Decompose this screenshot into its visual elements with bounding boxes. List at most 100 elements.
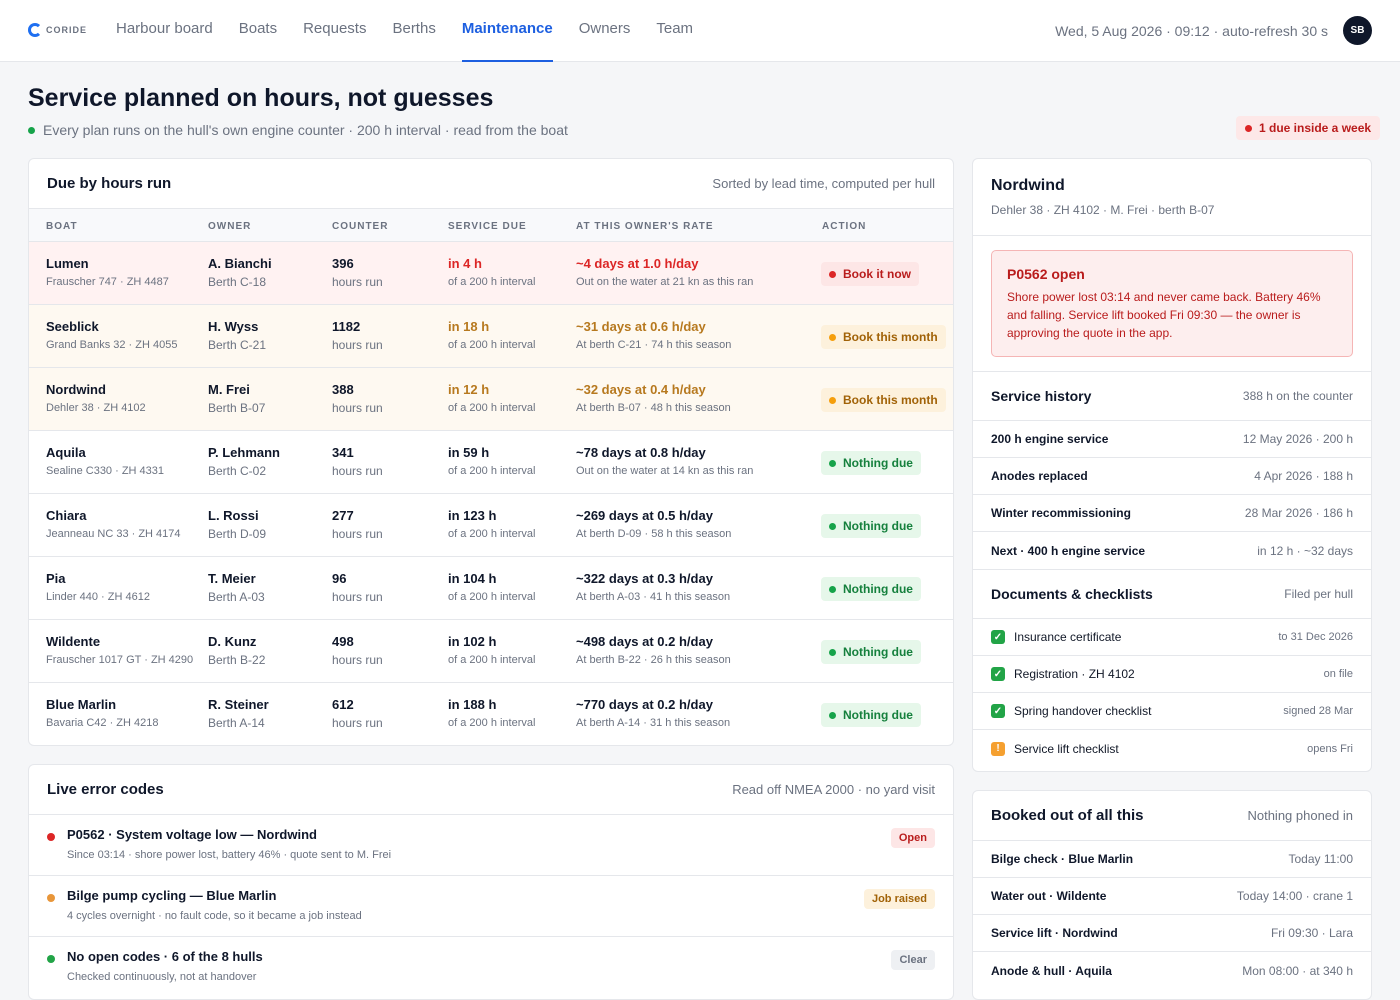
checkmark-icon: ✓ bbox=[991, 704, 1005, 718]
boat-model: Grand Banks 32 · ZH 4055 bbox=[46, 339, 178, 351]
history-value: in 12 h · ~32 days bbox=[1257, 543, 1353, 558]
action-label: Nothing due bbox=[843, 582, 913, 596]
table-row[interactable]: Chiara Jeanneau NC 33 · ZH 4174 L. Rossi Be… bbox=[29, 494, 953, 557]
error-codes-list: P0562 · System voltage low — Nordwind Sin… bbox=[29, 815, 953, 998]
owner-name-cell: M. Frei Berth B-07 bbox=[208, 382, 265, 416]
error-row[interactable]: No open codes · 6 of the 8 hulls Checked … bbox=[29, 937, 953, 998]
action-button[interactable]: Book it now bbox=[821, 262, 919, 286]
nav-boats[interactable]: Boats bbox=[238, 20, 278, 37]
action-button[interactable]: Nothing due bbox=[821, 514, 921, 538]
owner-rate-cell: ~498 days at 0.2 h/day At berth B-22 · 26… bbox=[576, 634, 731, 668]
due-table-header: Due by hours run Sorted by lead time, co… bbox=[29, 159, 953, 209]
booked-item[interactable]: Bilge check · Blue Marlin Today 11:00 bbox=[973, 841, 1371, 878]
error-row[interactable]: Bilge pump cycling — Blue Marlin 4 cycles… bbox=[29, 876, 953, 937]
nav-berths[interactable]: Berths bbox=[392, 20, 436, 37]
nav-maintenance[interactable]: Maintenance bbox=[461, 0, 553, 62]
action-button[interactable]: Nothing due bbox=[821, 640, 921, 664]
table-row[interactable]: Seeblick Grand Banks 32 · ZH 4055 H. Wyss B… bbox=[29, 305, 953, 368]
warning-icon: ! bbox=[991, 741, 1005, 756]
service-interval: of a 200 h interval bbox=[448, 402, 536, 414]
error-row[interactable]: P0562 · System voltage low — Nordwind Sin… bbox=[29, 815, 953, 876]
error-status-tag[interactable]: Job raised bbox=[863, 889, 935, 909]
boat-name-cell: Nordwind Dehler 38 · ZH 4102 bbox=[46, 382, 146, 416]
booked-item[interactable]: Anode & hull · Aquila Mon 08:00 · at 340 … bbox=[973, 952, 1371, 989]
document-item[interactable]: ✓ Spring handover checklist signed 28 Mar bbox=[973, 693, 1371, 730]
document-label: Registration · ZH 4102 bbox=[1014, 667, 1135, 681]
owner-rate-cell: ~770 days at 0.2 h/day At berth A-14 · 31… bbox=[576, 697, 730, 731]
action-button[interactable]: Nothing due bbox=[821, 703, 921, 727]
nav-team[interactable]: Team bbox=[656, 20, 694, 37]
document-status: on file bbox=[1323, 668, 1353, 680]
rate-note: Out on the water at 14 kn as this ran bbox=[576, 465, 754, 477]
boat-model: Jeanneau NC 33 · ZH 4174 bbox=[46, 528, 181, 540]
boat-name-cell: Seeblick Grand Banks 32 · ZH 4055 bbox=[46, 319, 177, 353]
owner-rate-cell: ~31 days at 0.6 h/day At berth C-21 · 74 … bbox=[576, 319, 731, 353]
col-service-due[interactable]: SERVICE DUE bbox=[448, 221, 527, 232]
service-due: in 123 h bbox=[448, 508, 497, 523]
nav-requests[interactable]: Requests bbox=[303, 20, 367, 37]
owner-name-cell: L. Rossi Berth D-09 bbox=[208, 508, 266, 542]
error-codes-meta: Read off NMEA 2000 · no yard visit bbox=[732, 782, 935, 797]
document-item[interactable]: ✓ Insurance certificate to 31 Dec 2026 bbox=[973, 619, 1371, 656]
history-item[interactable]: Winter recommissioning 28 Mar 2026 · 186 … bbox=[973, 495, 1371, 532]
owner-name: L. Rossi bbox=[208, 508, 259, 523]
table-row[interactable]: Wildente Frauscher 1017 GT · ZH 4290 D. Ku… bbox=[29, 620, 953, 683]
table-row[interactable]: Lumen Frauscher 747 · ZH 4487 A. Bianchi Be… bbox=[29, 242, 953, 305]
action-button[interactable]: Nothing due bbox=[821, 451, 921, 475]
service-due: in 104 h bbox=[448, 571, 497, 586]
due-soon-badge[interactable]: 1 due inside a week bbox=[1236, 116, 1381, 140]
document-label: Service lift checklist bbox=[1014, 741, 1119, 756]
service-interval: of a 200 h interval bbox=[448, 339, 536, 351]
action-button[interactable]: Book this month bbox=[821, 325, 946, 349]
document-item[interactable]: ✓ Registration · ZH 4102 on file bbox=[973, 656, 1371, 693]
error-status-tag[interactable]: Open bbox=[890, 828, 935, 848]
owner-name: D. Kunz bbox=[208, 634, 257, 649]
nav-owners[interactable]: Owners bbox=[578, 20, 631, 37]
booked-item[interactable]: Service lift · Nordwind Fri 09:30 · Lara bbox=[973, 915, 1371, 952]
status-dot-icon bbox=[829, 333, 836, 341]
table-row[interactable]: Nordwind Dehler 38 · ZH 4102 M. Frei Berth … bbox=[29, 368, 953, 431]
page-subtitle: Every plan runs on the hull's own engine… bbox=[28, 122, 568, 138]
nav-harbour-board[interactable]: Harbour board bbox=[116, 20, 213, 37]
owner-name: T. Meier bbox=[208, 571, 256, 586]
brand-logo[interactable]: CORIDE bbox=[28, 23, 87, 37]
counter-value: 498 bbox=[332, 634, 354, 649]
boat-name-cell: Pia Linder 440 · ZH 4612 bbox=[46, 571, 150, 605]
error-status-tag[interactable]: Clear bbox=[891, 950, 935, 970]
user-avatar[interactable]: SB bbox=[1343, 16, 1372, 45]
alert-text: Shore power lost 03:14 and never came ba… bbox=[1007, 290, 1321, 340]
counter-unit: hours run bbox=[332, 716, 383, 730]
table-row[interactable]: Blue Marlin Bavaria C42 · ZH 4218 R. Stein… bbox=[29, 683, 953, 745]
history-item[interactable]: Anodes replaced 4 Apr 2026 · 188 h bbox=[973, 458, 1371, 495]
table-row[interactable]: Pia Linder 440 · ZH 4612 T. Meier Berth A-0… bbox=[29, 557, 953, 620]
table-row[interactable]: Aquila Sealine C330 · ZH 4331 P. Lehmann Be… bbox=[29, 431, 953, 494]
owner-berth: Berth B-22 bbox=[208, 653, 266, 667]
detail-header: Nordwind Dehler 38 · ZH 4102 · M. Frei ·… bbox=[973, 159, 1371, 236]
status-dot-icon bbox=[829, 522, 836, 530]
col-counter[interactable]: COUNTER bbox=[332, 221, 389, 232]
owner-rate-cell: ~322 days at 0.3 h/day At berth A-03 · 41… bbox=[576, 571, 730, 605]
booked-title: Booked out of all this bbox=[991, 807, 1144, 824]
action-button[interactable]: Nothing due bbox=[821, 577, 921, 601]
document-item[interactable]: ! Service lift checklist opens Fri bbox=[973, 730, 1371, 767]
service-interval: of a 200 h interval bbox=[448, 528, 536, 540]
error-codes-title: Live error codes bbox=[47, 781, 164, 798]
service-due-cell: in 123 h of a 200 h interval bbox=[448, 508, 535, 542]
col-rate[interactable]: AT THIS OWNER'S RATE bbox=[576, 221, 714, 232]
history-item[interactable]: Next · 400 h engine service in 12 h · ~32… bbox=[973, 532, 1371, 569]
owner-name: H. Wyss bbox=[208, 319, 259, 334]
booked-item[interactable]: Water out · Wildente Today 14:00 · crane … bbox=[973, 878, 1371, 915]
col-boat[interactable]: BOAT bbox=[46, 221, 78, 232]
service-history-title: Service history bbox=[991, 388, 1092, 404]
col-owner[interactable]: OWNER bbox=[208, 221, 252, 232]
action-button[interactable]: Book this month bbox=[821, 388, 946, 412]
history-item[interactable]: 200 h engine service 12 May 2026 · 200 h bbox=[973, 421, 1371, 458]
booked-meta: Nothing phoned in bbox=[1247, 808, 1353, 823]
status-dot-icon bbox=[829, 648, 836, 656]
history-label: Winter recommissioning bbox=[991, 506, 1131, 520]
owner-berth: Berth C-21 bbox=[208, 338, 267, 352]
error-codes-card: Live error codes Read off NMEA 2000 · no… bbox=[28, 764, 954, 1000]
owner-rate: ~498 days at 0.2 h/day bbox=[576, 634, 713, 649]
owner-rate: ~322 days at 0.3 h/day bbox=[576, 571, 713, 586]
status-dot-icon bbox=[829, 711, 836, 719]
